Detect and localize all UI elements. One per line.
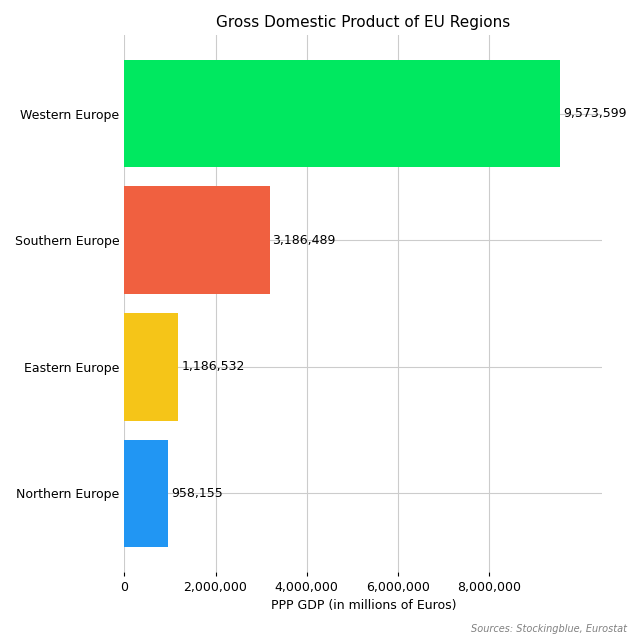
- Text: 958,155: 958,155: [171, 487, 223, 500]
- X-axis label: PPP GDP (in millions of Euros): PPP GDP (in millions of Euros): [271, 599, 456, 612]
- Title: Gross Domestic Product of EU Regions: Gross Domestic Product of EU Regions: [216, 15, 511, 30]
- Text: 3,186,489: 3,186,489: [272, 234, 335, 246]
- Bar: [125, 186, 269, 294]
- Text: Sources: Stockingblue, Eurostat: Sources: Stockingblue, Eurostat: [471, 623, 627, 634]
- Bar: [125, 60, 560, 167]
- Text: 1,186,532: 1,186,532: [181, 360, 244, 373]
- Text: 9,573,599: 9,573,599: [563, 107, 627, 120]
- Bar: [125, 440, 168, 547]
- Bar: [125, 313, 179, 420]
